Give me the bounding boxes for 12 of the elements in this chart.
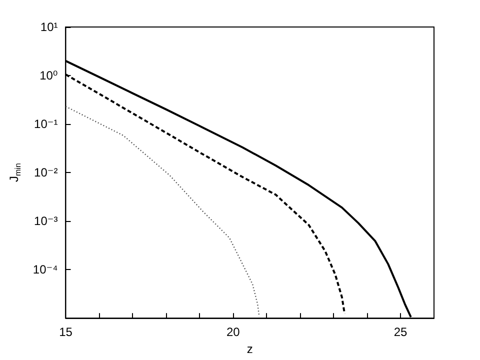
y-axis-title: Jmin — [7, 163, 22, 182]
y-tick-label: 10¹ — [40, 20, 58, 34]
x-axis-title: z — [246, 342, 253, 356]
y-tick-label: 10⁰ — [40, 68, 58, 83]
y-tick-label: 10⁻⁴ — [32, 262, 58, 277]
x-tick-label: 15 — [59, 325, 73, 340]
x-tick-label: 20 — [226, 325, 240, 340]
line-series — [65, 106, 260, 318]
x-tick-label: 25 — [394, 325, 408, 340]
y-tick-label: 10⁻³ — [34, 214, 58, 228]
y-tick-label: 10⁻¹ — [34, 117, 58, 132]
y-tick-label: 10⁻² — [34, 166, 58, 180]
